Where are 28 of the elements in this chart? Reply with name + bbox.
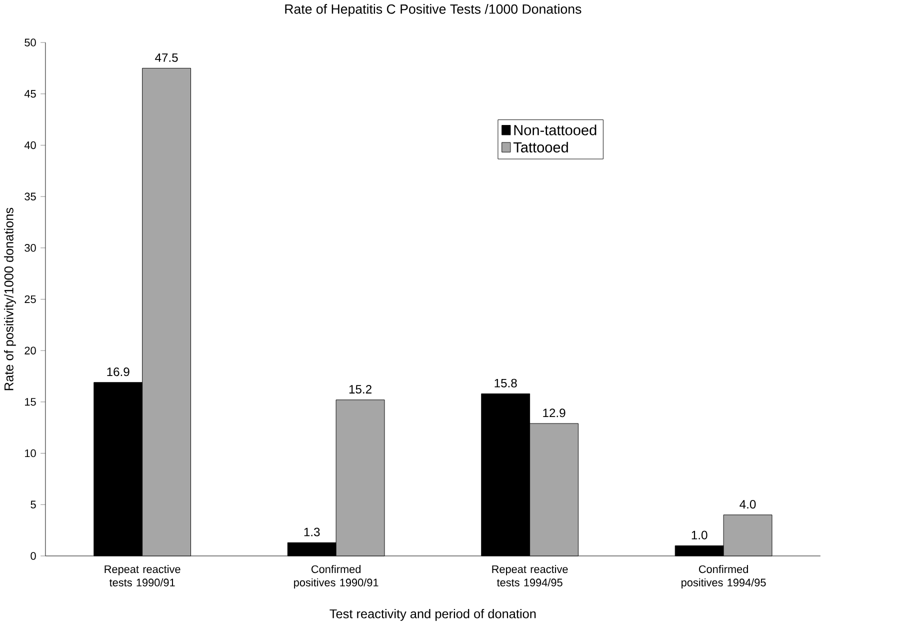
y-tick-label: 50 bbox=[24, 38, 36, 47]
y-axis-title: Rate of positivity/1000 donations bbox=[4, 208, 16, 390]
y-tick-label: 15 bbox=[25, 398, 36, 406]
y-tick-label: 10 bbox=[25, 450, 36, 458]
data-label: 15.2 bbox=[349, 385, 372, 394]
data-label: 1.0 bbox=[692, 530, 708, 540]
x-tick-label: Confirmed positives 1994/95 bbox=[682, 565, 766, 589]
data-label: 12.9 bbox=[543, 408, 566, 418]
y-tick-label: 25 bbox=[24, 296, 36, 304]
x-tick-label: Repeat reactive tests 1994/95 bbox=[492, 565, 568, 587]
y-tick-label: 45 bbox=[24, 90, 36, 98]
y-tick-label: 40 bbox=[24, 141, 36, 150]
data-label: 16.9 bbox=[107, 368, 130, 376]
chart-title: Rate of Hepatitis C Positive Tests /1000 Donations bbox=[285, 4, 582, 17]
y-tick-label: 0 bbox=[30, 552, 36, 560]
x-axis-title: Test reactivity and period of donation bbox=[330, 609, 536, 621]
data-label: 15.8 bbox=[494, 378, 517, 388]
y-tick-label: 20 bbox=[24, 346, 36, 355]
data-label: 47.5 bbox=[155, 54, 178, 62]
x-tick-label: Confirmed positives 1990/91 bbox=[294, 565, 378, 589]
data-label: 1.3 bbox=[304, 528, 320, 536]
x-tick-label: Repeat reactive tests 1990/91 bbox=[104, 565, 180, 587]
y-tick-label: 5 bbox=[30, 500, 36, 509]
y-tick-label: 30 bbox=[24, 244, 36, 252]
legend-label: Non-tattooed bbox=[514, 124, 596, 136]
data-label: 4.0 bbox=[740, 500, 756, 509]
y-tick-label: 35 bbox=[24, 192, 36, 201]
legend-label: Tattooed bbox=[513, 142, 568, 153]
